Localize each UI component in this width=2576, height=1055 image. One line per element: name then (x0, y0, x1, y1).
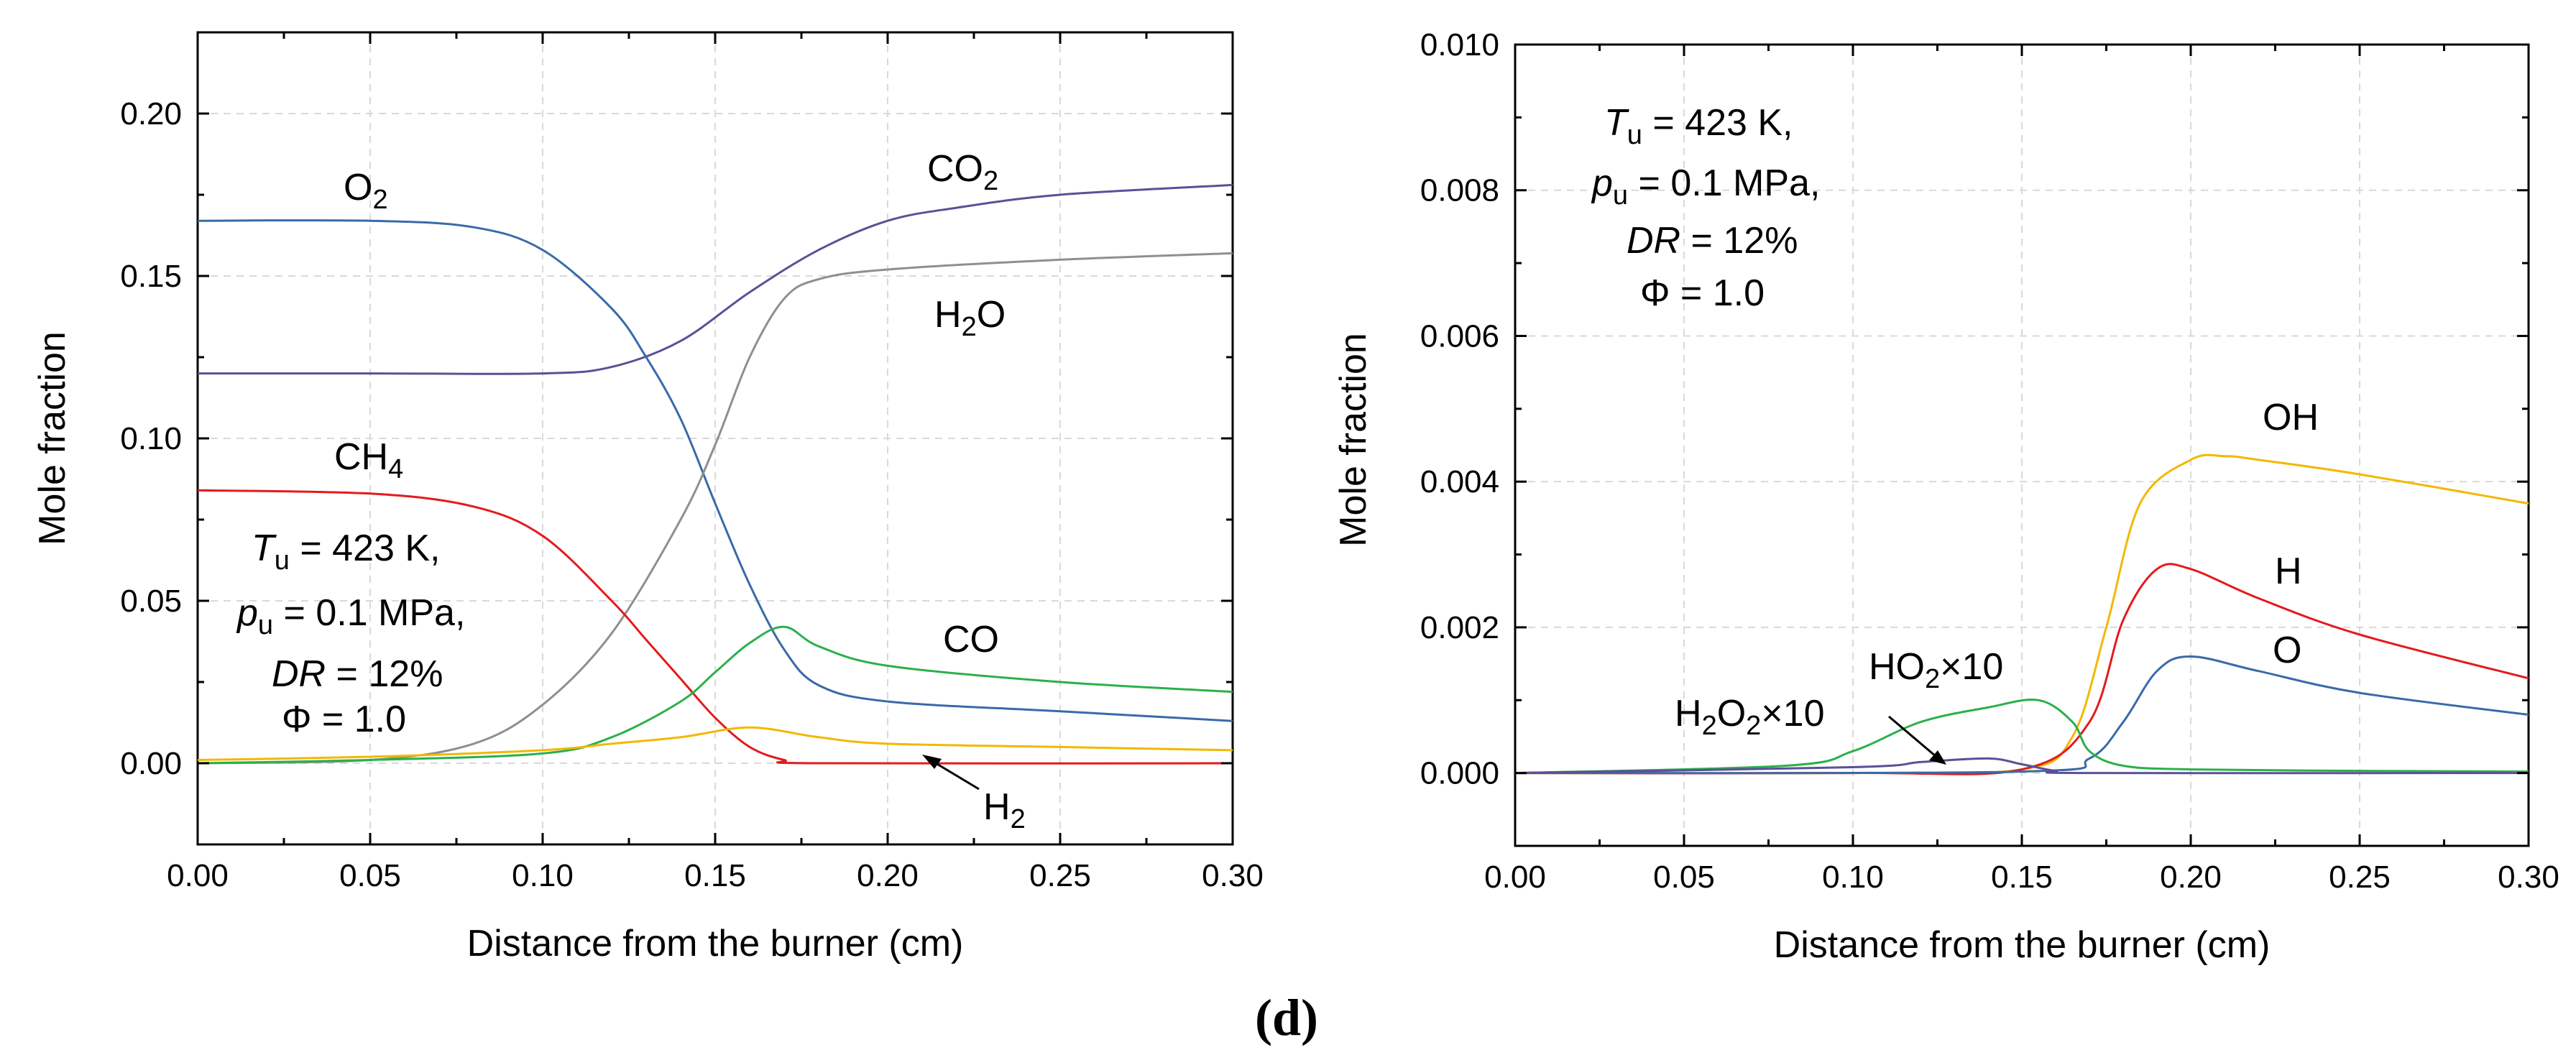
right-x-tick-label: 0.10 (1822, 860, 1884, 895)
right-x-tick-label: 0.25 (2329, 860, 2391, 895)
right-x-tick-label: 0.20 (2160, 860, 2222, 895)
label-h2o: H2O (934, 294, 1006, 342)
label-co: CO (943, 619, 999, 660)
series-line-o (1514, 655, 2529, 775)
left-x-axis-title: Distance from the burner (cm) (467, 923, 964, 964)
right-y-tick-label: 0.006 (1420, 318, 1499, 354)
h2-arrow-head (922, 755, 942, 769)
left-x-tick-label: 0.00 (167, 858, 229, 893)
series-line-co (197, 625, 1233, 765)
right-cond-dilution: DR = 12% (1627, 220, 1798, 262)
figure-panel-label: (d) (1255, 989, 1318, 1046)
left-cond-dilution: DR = 12% (272, 653, 443, 695)
left-x-tick-label: 0.15 (684, 858, 746, 893)
series-line-ho2x10 (1514, 699, 2529, 775)
right-x-tick-label: 0.05 (1653, 860, 1715, 895)
left-x-tick-label: 0.25 (1029, 858, 1091, 893)
series-line-h2 (197, 726, 1233, 761)
series-line-h2o (197, 252, 1233, 765)
right-y-tick-label: 0.010 (1420, 27, 1499, 63)
label-ch4: CH4 (334, 436, 403, 484)
label-co2: CO2 (927, 148, 998, 196)
series-line-h2o2x10 (1514, 757, 2529, 775)
right-x-tick-label: 0.00 (1484, 860, 1546, 895)
label-h2o2x10: H2O2×10 (1675, 693, 1825, 741)
left-y-tick-label: 0.00 (120, 746, 182, 781)
left-cond-pressure: pu = 0.1 MPa, (236, 592, 465, 640)
label-o: O (2273, 630, 2301, 671)
left-x-tick-label: 0.10 (512, 858, 574, 893)
right-y-tick-label: 0.002 (1420, 610, 1499, 645)
right-cond-equivalence-ratio: Φ = 1.0 (1640, 272, 1765, 314)
left-cond-temperature: Tu = 423 K, (252, 528, 441, 576)
right-cond-pressure: pu = 0.1 MPa, (1591, 162, 1820, 211)
label-oh: OH (2263, 397, 2319, 438)
h2o2-arrow-head (1929, 750, 1946, 765)
right-x-tick-label: 0.30 (2498, 860, 2559, 895)
right-y-axis-title: Mole fraction (1333, 333, 1374, 547)
series-line-co2 (198, 183, 1233, 375)
left-cond-equivalence-ratio: Φ = 1.0 (282, 699, 406, 740)
left-y-tick-label: 0.05 (120, 584, 182, 619)
label-h: H (2275, 550, 2302, 592)
left-y-tick-label: 0.10 (120, 421, 182, 456)
label-h2: H2 (983, 786, 1026, 834)
right-y-tick-label: 0.004 (1420, 464, 1499, 499)
label-o2: O2 (344, 167, 388, 215)
left-chart: 0.00 0.05 0.10 0.15 0.20 0.25 0.30 0.00 0.05 0.10… (32, 31, 1264, 964)
left-y-axis-title: Mole fraction (32, 331, 73, 545)
right-x-tick-label: 0.15 (1991, 860, 2053, 895)
right-chart: 0.00 0.05 0.10 0.15 0.20 0.25 0.30 0.000 0.002 0.… (1333, 27, 2559, 966)
left-y-tick-label: 0.15 (120, 259, 182, 294)
right-cond-temperature: Tu = 423 K, (1604, 102, 1793, 150)
right-x-axis-title: Distance from the burner (cm) (1774, 924, 2271, 966)
left-x-tick-label: 0.30 (1202, 858, 1264, 893)
left-x-tick-label: 0.20 (857, 858, 919, 893)
left-y-tick-label: 0.20 (120, 96, 182, 132)
series-line-o2 (197, 219, 1233, 722)
right-y-tick-label: 0.000 (1420, 756, 1499, 791)
h2o2-arrow-line (1888, 715, 1941, 762)
left-x-tick-label: 0.05 (339, 858, 401, 893)
right-y-tick-label: 0.008 (1420, 173, 1499, 208)
label-ho2x10: HO2×10 (1869, 646, 2003, 694)
series-line-ch4 (197, 489, 1233, 765)
